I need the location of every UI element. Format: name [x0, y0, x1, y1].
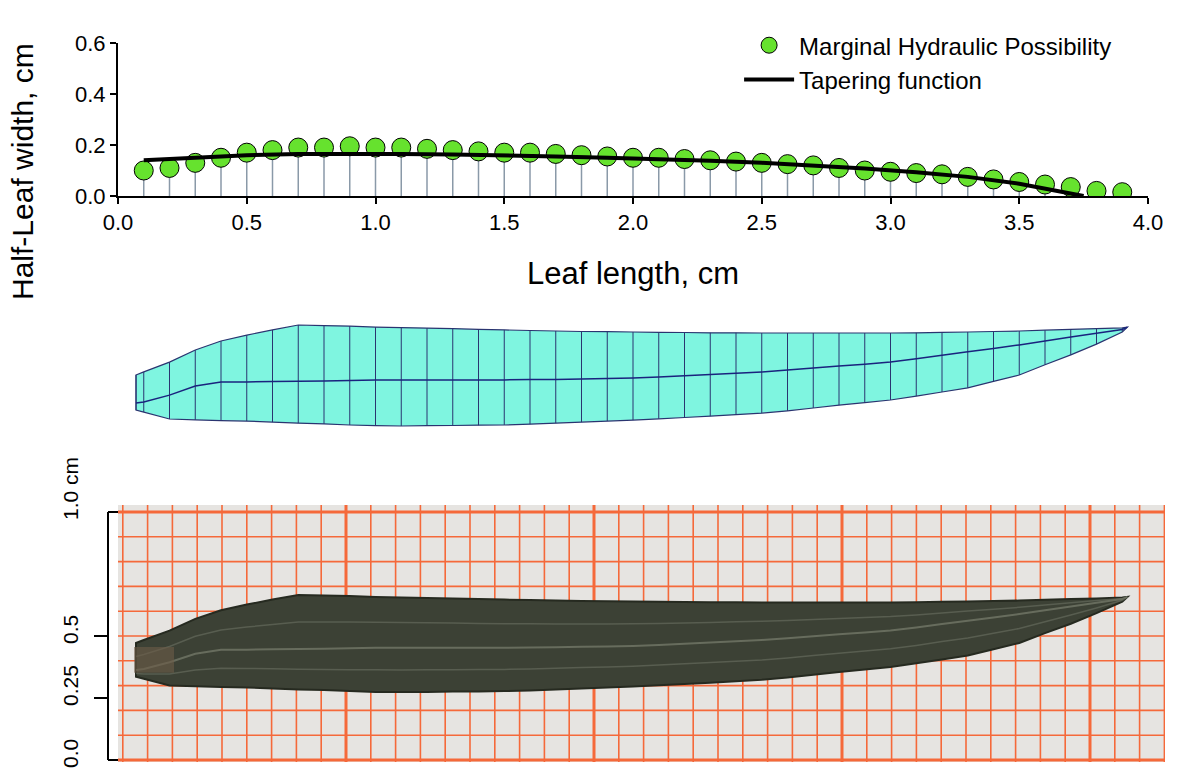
svg-text:1.0 cm: 1.0 cm	[59, 457, 82, 520]
svg-text:2.5: 2.5	[746, 210, 777, 235]
svg-text:0.0: 0.0	[75, 184, 106, 209]
svg-text:0.5: 0.5	[231, 210, 262, 235]
svg-text:3.0: 3.0	[875, 210, 906, 235]
svg-text:0.4: 0.4	[75, 82, 106, 107]
svg-text:0.0: 0.0	[103, 210, 134, 235]
svg-text:2.0: 2.0	[618, 210, 649, 235]
svg-text:0.6: 0.6	[75, 31, 106, 56]
svg-text:Marginal Hydraulic Possibility: Marginal Hydraulic Possibility	[799, 33, 1111, 60]
svg-text:4.0: 4.0	[1133, 210, 1164, 235]
svg-text:Leaf length, cm: Leaf length, cm	[527, 256, 739, 291]
svg-text:1.0: 1.0	[360, 210, 391, 235]
svg-text:3.5: 3.5	[1004, 210, 1035, 235]
svg-text:0.25: 0.25	[59, 665, 82, 706]
svg-text:0.5: 0.5	[59, 615, 82, 644]
svg-text:0.0: 0.0	[59, 739, 82, 768]
svg-text:1.5: 1.5	[489, 210, 520, 235]
svg-text:0.2: 0.2	[75, 133, 106, 158]
svg-text:Half-Leaf width, cm: Half-Leaf width, cm	[6, 43, 39, 300]
svg-text:Tapering function: Tapering function	[799, 67, 982, 94]
